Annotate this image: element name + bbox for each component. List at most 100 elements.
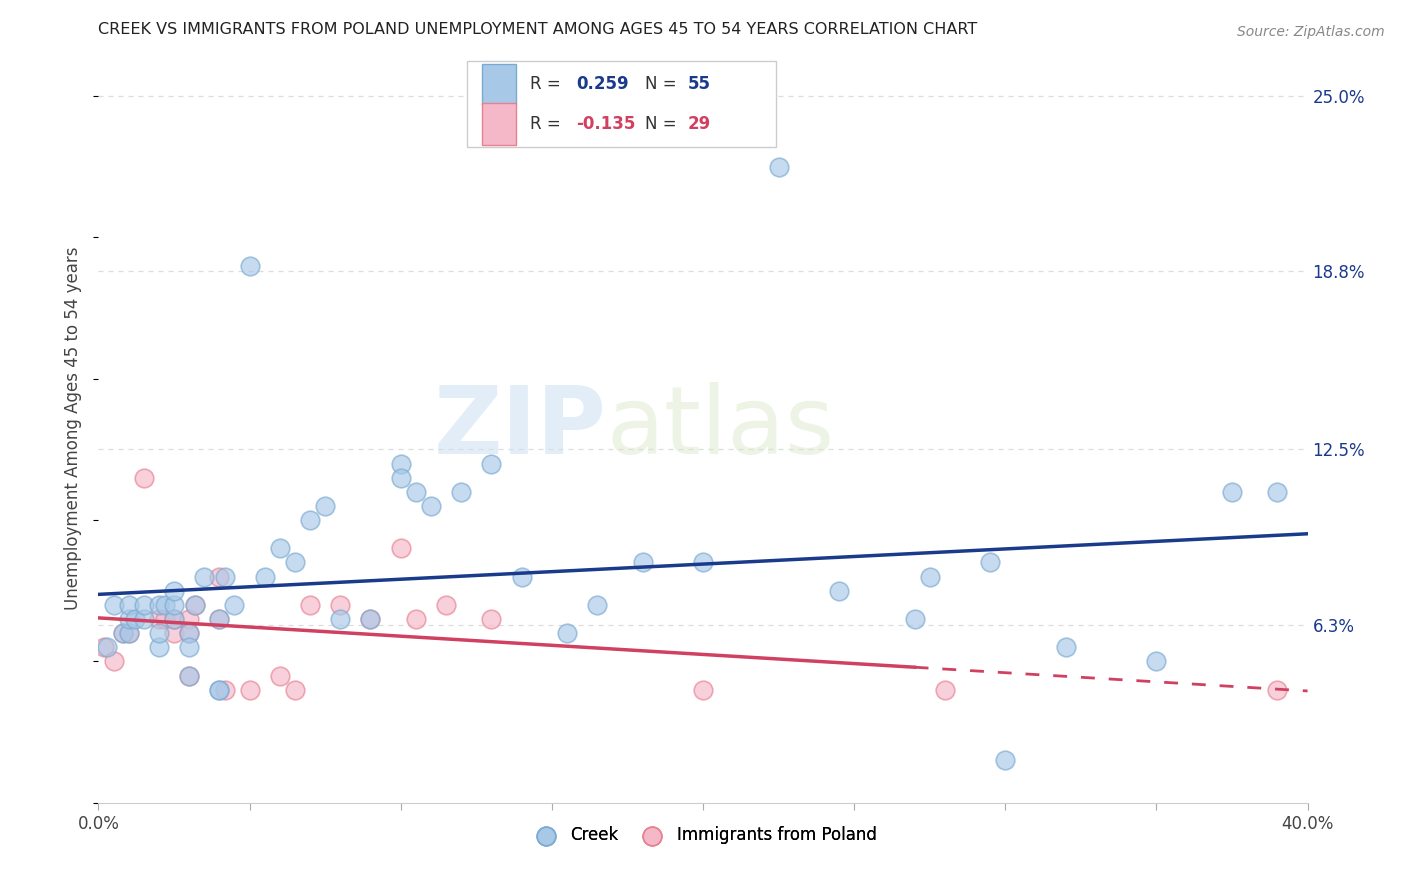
Point xyxy=(184,598,207,612)
Point xyxy=(299,598,322,612)
FancyBboxPatch shape xyxy=(482,63,516,105)
Point xyxy=(93,640,115,655)
Point xyxy=(405,484,427,499)
Point xyxy=(193,569,215,583)
Point xyxy=(111,626,134,640)
Point xyxy=(132,612,155,626)
Point xyxy=(631,556,654,570)
Point xyxy=(420,499,443,513)
Point xyxy=(510,569,533,583)
Point xyxy=(214,682,236,697)
Text: N =: N = xyxy=(645,75,682,94)
Point xyxy=(555,626,578,640)
Point xyxy=(979,556,1001,570)
Point xyxy=(118,612,141,626)
Text: CREEK VS IMMIGRANTS FROM POLAND UNEMPLOYMENT AMONG AGES 45 TO 54 YEARS CORRELATI: CREEK VS IMMIGRANTS FROM POLAND UNEMPLOY… xyxy=(98,22,977,37)
Point xyxy=(224,598,246,612)
Point xyxy=(586,598,609,612)
FancyBboxPatch shape xyxy=(467,61,776,147)
Point xyxy=(239,682,262,697)
Point xyxy=(253,569,276,583)
Point xyxy=(828,583,851,598)
Point xyxy=(163,583,186,598)
Point xyxy=(1220,484,1243,499)
Point xyxy=(148,640,170,655)
Point xyxy=(208,612,231,626)
Point xyxy=(148,598,170,612)
Point xyxy=(179,626,201,640)
Point xyxy=(269,668,291,682)
Point xyxy=(284,682,307,697)
Text: 29: 29 xyxy=(688,115,710,133)
Point xyxy=(389,541,412,556)
Point xyxy=(103,655,125,669)
Point xyxy=(284,556,307,570)
Text: 0.259: 0.259 xyxy=(576,75,628,94)
Point xyxy=(124,612,146,626)
Point xyxy=(481,457,503,471)
FancyBboxPatch shape xyxy=(482,103,516,145)
Point xyxy=(768,160,790,174)
Point xyxy=(132,598,155,612)
Point xyxy=(692,556,714,570)
Text: R =: R = xyxy=(530,115,567,133)
Point xyxy=(269,541,291,556)
Point xyxy=(1267,484,1289,499)
Legend: Creek, Immigrants from Poland: Creek, Immigrants from Poland xyxy=(522,820,884,851)
Point xyxy=(179,626,201,640)
Point xyxy=(299,513,322,527)
Point xyxy=(103,598,125,612)
Point xyxy=(163,612,186,626)
Y-axis label: Unemployment Among Ages 45 to 54 years: Unemployment Among Ages 45 to 54 years xyxy=(65,246,83,610)
Point xyxy=(481,612,503,626)
Point xyxy=(118,626,141,640)
Text: atlas: atlas xyxy=(606,382,835,475)
Point xyxy=(329,612,352,626)
Point xyxy=(179,668,201,682)
Point xyxy=(153,612,176,626)
Point xyxy=(208,569,231,583)
Point xyxy=(314,499,336,513)
Point xyxy=(405,612,427,626)
Point xyxy=(132,470,155,484)
Point xyxy=(1267,682,1289,697)
Point xyxy=(208,682,231,697)
Point xyxy=(179,640,201,655)
Point xyxy=(1054,640,1077,655)
Point xyxy=(450,484,472,499)
Point xyxy=(163,598,186,612)
Point xyxy=(329,598,352,612)
Point xyxy=(389,457,412,471)
Point xyxy=(118,598,141,612)
Point xyxy=(148,626,170,640)
Point xyxy=(208,682,231,697)
Text: -0.135: -0.135 xyxy=(576,115,636,133)
Point xyxy=(239,259,262,273)
Text: ZIP: ZIP xyxy=(433,382,606,475)
Text: Source: ZipAtlas.com: Source: ZipAtlas.com xyxy=(1237,25,1385,39)
Point xyxy=(918,569,941,583)
Point xyxy=(179,612,201,626)
Point xyxy=(184,598,207,612)
Point xyxy=(434,598,457,612)
Point xyxy=(692,682,714,697)
Point xyxy=(934,682,956,697)
Point xyxy=(111,626,134,640)
Point xyxy=(214,569,236,583)
Text: R =: R = xyxy=(530,75,567,94)
Point xyxy=(118,626,141,640)
Point xyxy=(208,612,231,626)
Point xyxy=(360,612,382,626)
Point xyxy=(148,612,170,626)
Point xyxy=(163,612,186,626)
Text: 55: 55 xyxy=(688,75,710,94)
Point xyxy=(153,598,176,612)
Point xyxy=(96,640,118,655)
Point xyxy=(179,668,201,682)
Point xyxy=(904,612,927,626)
Point xyxy=(360,612,382,626)
Point xyxy=(1144,655,1167,669)
Point xyxy=(163,626,186,640)
Point xyxy=(389,470,412,484)
Text: N =: N = xyxy=(645,115,682,133)
